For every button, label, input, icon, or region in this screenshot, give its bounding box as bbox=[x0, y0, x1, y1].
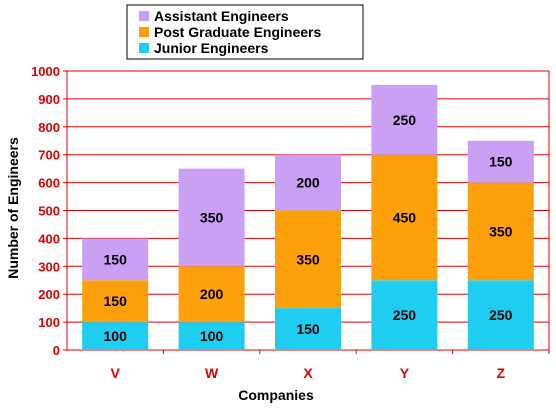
bar-value-label: 150 bbox=[296, 321, 320, 337]
bar-value-label: 150 bbox=[489, 154, 513, 170]
legend-box bbox=[126, 4, 364, 60]
bar-segment bbox=[178, 266, 245, 323]
x-tick-label: W bbox=[205, 365, 219, 381]
y-tick-label: 1000 bbox=[31, 64, 60, 79]
bar-segment bbox=[82, 280, 149, 323]
bar-value-label: 200 bbox=[296, 175, 320, 191]
y-tick-label: 200 bbox=[38, 287, 60, 302]
bar-value-label: 350 bbox=[200, 209, 224, 225]
bar-segment bbox=[275, 154, 341, 211]
bar-segment bbox=[178, 168, 245, 267]
bar-segment bbox=[467, 140, 534, 183]
legend-swatch bbox=[139, 11, 149, 21]
legend-label: Assistant Engineers bbox=[154, 8, 289, 24]
y-tick-label: 500 bbox=[38, 204, 60, 219]
y-axis-title: Number of Engineers bbox=[5, 137, 21, 279]
bar-segment bbox=[371, 280, 438, 350]
data-labels: 100 150 150 100 200 350 150 350 200 250 450 250 250 3… bbox=[104, 112, 513, 344]
bar-value-label: 150 bbox=[104, 251, 128, 267]
bar-segment bbox=[467, 182, 534, 281]
bars bbox=[82, 84, 534, 350]
tick-labels: 0 100 200 300 400 500 600 700 800 900 1000 V W X Y Z bbox=[31, 64, 505, 381]
bar-value-label: 250 bbox=[489, 307, 513, 323]
bar-segment bbox=[371, 154, 438, 281]
bar-value-label: 100 bbox=[200, 328, 224, 344]
bar-segment bbox=[82, 322, 149, 350]
bar-value-label: 250 bbox=[393, 112, 417, 128]
bar-segment bbox=[275, 308, 341, 350]
bar-segment bbox=[275, 210, 341, 309]
x-tick-label: X bbox=[303, 365, 313, 381]
bar-segment bbox=[82, 238, 149, 281]
bar-value-label: 100 bbox=[104, 328, 128, 344]
bar-value-label: 150 bbox=[104, 293, 128, 309]
legend-swatch bbox=[139, 27, 149, 37]
bar-value-label: 350 bbox=[489, 223, 513, 239]
x-axis-title: Companies bbox=[238, 387, 314, 403]
x-tick-label: Y bbox=[400, 365, 410, 381]
y-tick-label: 400 bbox=[38, 231, 60, 246]
bar-segment bbox=[178, 322, 245, 350]
bar-value-label: 250 bbox=[393, 307, 417, 323]
legend-label: Post Graduate Engineers bbox=[154, 24, 321, 40]
x-tick-label: V bbox=[111, 365, 121, 381]
y-tick-label: 700 bbox=[38, 148, 60, 163]
bar-segment bbox=[371, 84, 438, 155]
y-tick-label: 0 bbox=[53, 343, 60, 358]
bar-value-label: 450 bbox=[393, 209, 417, 225]
y-tick-label: 900 bbox=[38, 92, 60, 107]
legend-label: Junior Engineers bbox=[154, 40, 269, 56]
legend-swatch bbox=[139, 43, 149, 53]
y-tick-label: 800 bbox=[38, 120, 60, 135]
y-tick-label: 300 bbox=[38, 259, 60, 274]
x-tick-label: Z bbox=[497, 365, 506, 381]
bar-value-label: 350 bbox=[296, 251, 320, 267]
bar-segment bbox=[467, 280, 534, 350]
y-tick-label: 600 bbox=[38, 176, 60, 191]
y-tick-label: 100 bbox=[38, 315, 60, 330]
bar-value-label: 200 bbox=[200, 286, 224, 302]
